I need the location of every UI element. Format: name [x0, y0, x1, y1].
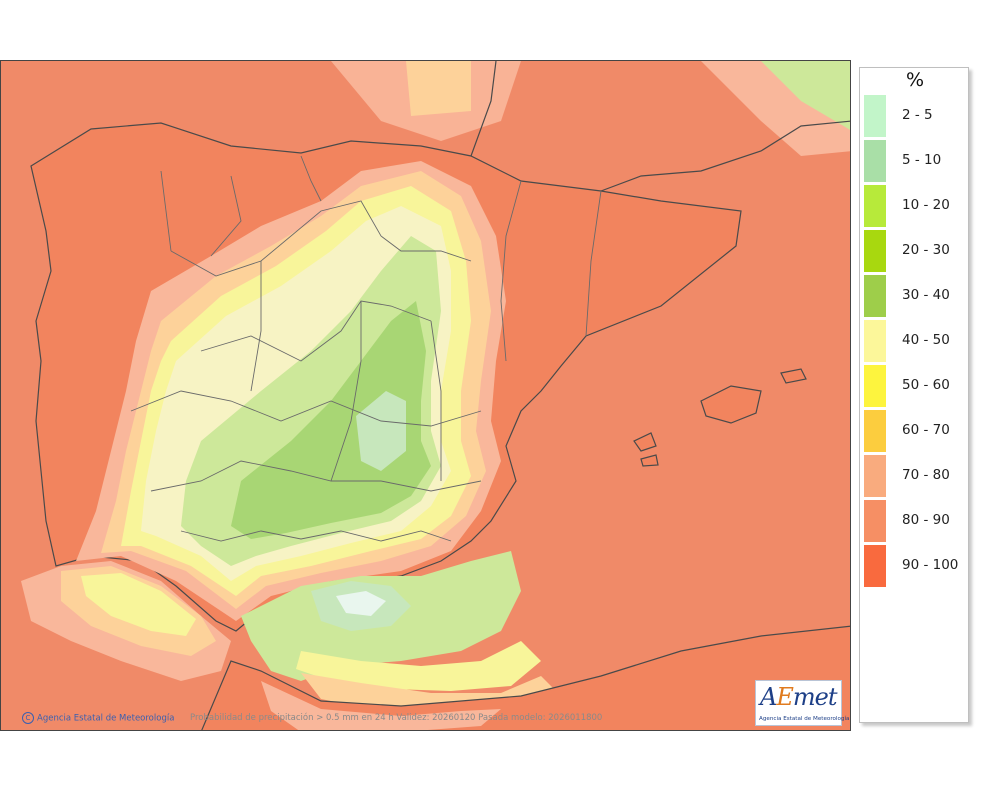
legend-swatch [864, 455, 886, 497]
legend-swatch [864, 500, 886, 542]
legend-swatch [864, 185, 886, 227]
north-africa-coast-light [261, 681, 501, 730]
probability-map [0, 60, 851, 731]
legend-label: 5 - 10 [902, 152, 942, 168]
legend-item: 60 - 70 [864, 410, 964, 452]
legend-label: 80 - 90 [902, 512, 950, 528]
legend-swatch [864, 230, 886, 272]
legend-swatch [864, 320, 886, 362]
legend-panel: % 2 - 5 5 - 10 10 - 20 20 - 30 30 - 40 4… [859, 67, 969, 723]
north-africa-land [201, 625, 850, 730]
legend-item: 70 - 80 [864, 455, 964, 497]
legend-swatch [864, 545, 886, 587]
legend-item: 20 - 30 [864, 230, 964, 272]
legend-item: 5 - 10 [864, 140, 964, 182]
zone-green [231, 301, 431, 539]
legend-label: 90 - 100 [902, 557, 959, 573]
aemet-logo: AEmet Agencia Estatal de Meteorología [755, 680, 849, 726]
legend-label: 50 - 60 [902, 377, 950, 393]
legend-label: 10 - 20 [902, 197, 950, 213]
legend-item: 10 - 20 [864, 185, 964, 227]
footer-copyright: C Agencia Estatal de Meteorología [22, 712, 174, 724]
legend-item: 90 - 100 [864, 545, 964, 587]
legend-label: 30 - 40 [902, 287, 950, 303]
legend-item: 80 - 90 [864, 500, 964, 542]
legend-label: 60 - 70 [902, 422, 950, 438]
menorca [780, 368, 807, 384]
legend-title: % [905, 69, 925, 91]
legend-label: 40 - 50 [902, 332, 950, 348]
formentera [640, 454, 659, 467]
west-coast-pale [81, 573, 196, 636]
zone-pale-green-interior [356, 391, 406, 471]
legend-swatch [864, 140, 886, 182]
legend-label: 2 - 5 [902, 107, 933, 123]
province-borders [130, 155, 602, 542]
halo-north-yellow [406, 61, 471, 116]
legend-swatch [864, 95, 886, 137]
aemet-wordmark: AEmet [760, 683, 837, 711]
legend-item: 40 - 50 [864, 320, 964, 362]
france-green-area [761, 61, 850, 130]
aemet-subtitle: Agencia Estatal de Meteorología [759, 716, 850, 722]
zone-strait-yellow [296, 641, 541, 691]
legend-swatch [864, 410, 886, 452]
map-canvas [1, 61, 850, 730]
legend-item: 50 - 60 [864, 365, 964, 407]
copyright-text: Agencia Estatal de Meteorología [37, 713, 175, 724]
legend-item: 30 - 40 [864, 275, 964, 317]
legend-swatch [864, 365, 886, 407]
legend-label: 20 - 30 [902, 242, 950, 258]
map-caption: Probabilidad de precipitación > 0.5 mm e… [190, 713, 603, 723]
copyright-icon: C [22, 712, 34, 724]
mallorca [700, 385, 762, 424]
legend-item: 2 - 5 [864, 95, 964, 137]
france-coast [470, 61, 850, 192]
zone-sierra-white [336, 591, 386, 616]
legend-label: 70 - 80 [902, 467, 950, 483]
legend-swatch [864, 275, 886, 317]
ibiza [633, 432, 657, 452]
